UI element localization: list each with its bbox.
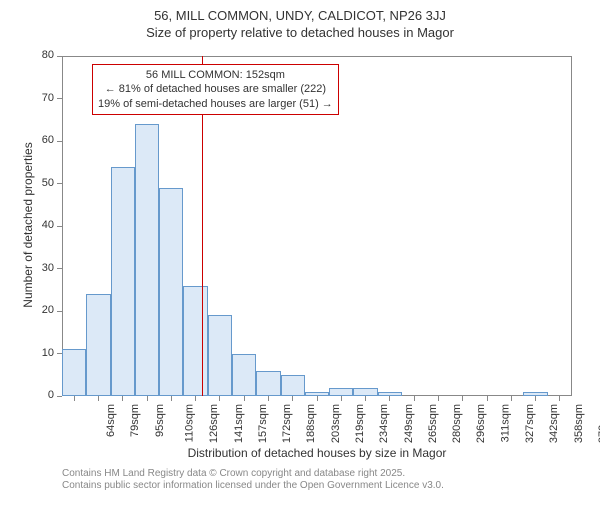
histogram-bar	[111, 167, 135, 397]
x-tick	[171, 396, 172, 401]
x-tick	[195, 396, 196, 401]
x-tick-label: 203sqm	[330, 404, 342, 443]
y-tick	[57, 226, 62, 227]
x-tick	[462, 396, 463, 401]
x-tick	[219, 396, 220, 401]
histogram-bar	[62, 349, 86, 396]
axis-border	[62, 56, 63, 396]
axis-border	[571, 56, 572, 396]
x-tick	[147, 396, 148, 401]
annotation-line1: 56 MILL COMMON: 152sqm	[98, 68, 333, 82]
x-tick	[317, 396, 318, 401]
histogram-bar	[329, 388, 353, 397]
x-tick-label: 110sqm	[183, 404, 195, 442]
x-tick-label: 95sqm	[154, 404, 166, 437]
plot-area: 0102030405060708064sqm79sqm95sqm110sqm12…	[62, 56, 572, 396]
x-tick-label: 311sqm	[499, 404, 511, 442]
histogram-bar	[86, 294, 110, 396]
y-tick-label: 50	[32, 177, 54, 189]
histogram-bar	[183, 286, 207, 397]
x-tick	[122, 396, 123, 401]
x-tick-label: 219sqm	[354, 404, 366, 443]
x-tick	[292, 396, 293, 401]
annotation-line3: 19% of semi-detached houses are larger (…	[98, 97, 333, 111]
y-tick-label: 30	[32, 262, 54, 274]
footer-text: Contains HM Land Registry data © Crown c…	[62, 468, 444, 492]
chart-title-line1: 56, MILL COMMON, UNDY, CALDICOT, NP26 3J…	[0, 8, 600, 23]
y-axis-label: Number of detached properties	[21, 125, 35, 325]
x-axis-label: Distribution of detached houses by size …	[62, 446, 572, 460]
y-tick	[57, 98, 62, 99]
y-tick	[57, 311, 62, 312]
x-tick-label: 172sqm	[281, 404, 293, 443]
x-tick	[438, 396, 439, 401]
x-tick-label: 296sqm	[476, 404, 488, 443]
histogram-bar	[232, 354, 256, 397]
chart-title-line2: Size of property relative to detached ho…	[0, 25, 600, 40]
chart-container: 56, MILL COMMON, UNDY, CALDICOT, NP26 3J…	[0, 8, 600, 508]
x-tick	[74, 396, 75, 401]
x-tick-label: 249sqm	[403, 404, 415, 443]
histogram-bar	[159, 188, 183, 396]
y-tick-label: 40	[32, 219, 54, 231]
x-tick	[98, 396, 99, 401]
y-tick-label: 80	[32, 49, 54, 61]
x-tick-label: 157sqm	[257, 404, 269, 443]
y-tick-label: 0	[32, 389, 54, 401]
footer-line1: Contains HM Land Registry data © Crown c…	[62, 468, 444, 480]
x-tick	[559, 396, 560, 401]
axis-border	[62, 56, 572, 57]
y-tick-label: 10	[32, 347, 54, 359]
x-tick-label: 79sqm	[129, 404, 141, 437]
x-tick	[487, 396, 488, 401]
x-tick-label: 141sqm	[233, 404, 245, 443]
x-tick-label: 188sqm	[306, 404, 318, 443]
footer-line2: Contains public sector information licen…	[62, 480, 444, 492]
x-tick-label: 358sqm	[573, 404, 585, 443]
x-tick	[341, 396, 342, 401]
x-tick	[268, 396, 269, 401]
x-tick-label: 342sqm	[548, 404, 560, 443]
y-tick-label: 70	[32, 92, 54, 104]
histogram-bar	[135, 124, 159, 396]
y-tick-label: 60	[32, 134, 54, 146]
histogram-bar	[256, 371, 280, 397]
x-tick-label: 265sqm	[427, 404, 439, 443]
x-tick	[414, 396, 415, 401]
x-tick-label: 280sqm	[451, 404, 463, 443]
x-tick	[389, 396, 390, 401]
x-tick	[365, 396, 366, 401]
x-tick-label: 126sqm	[208, 404, 220, 443]
x-tick	[511, 396, 512, 401]
x-tick-label: 64sqm	[105, 404, 117, 437]
x-tick	[535, 396, 536, 401]
y-tick	[57, 141, 62, 142]
histogram-bar	[281, 375, 305, 396]
x-tick-label: 234sqm	[378, 404, 390, 443]
y-tick	[57, 56, 62, 57]
y-tick-label: 20	[32, 304, 54, 316]
x-tick	[244, 396, 245, 401]
y-tick	[57, 183, 62, 184]
x-tick-label: 327sqm	[524, 404, 536, 443]
histogram-bar	[208, 315, 232, 396]
y-tick	[57, 268, 62, 269]
histogram-bar	[353, 388, 377, 397]
annotation-box: 56 MILL COMMON: 152sqm← 81% of detached …	[92, 64, 339, 115]
annotation-line2: ← 81% of detached houses are smaller (22…	[98, 82, 333, 96]
